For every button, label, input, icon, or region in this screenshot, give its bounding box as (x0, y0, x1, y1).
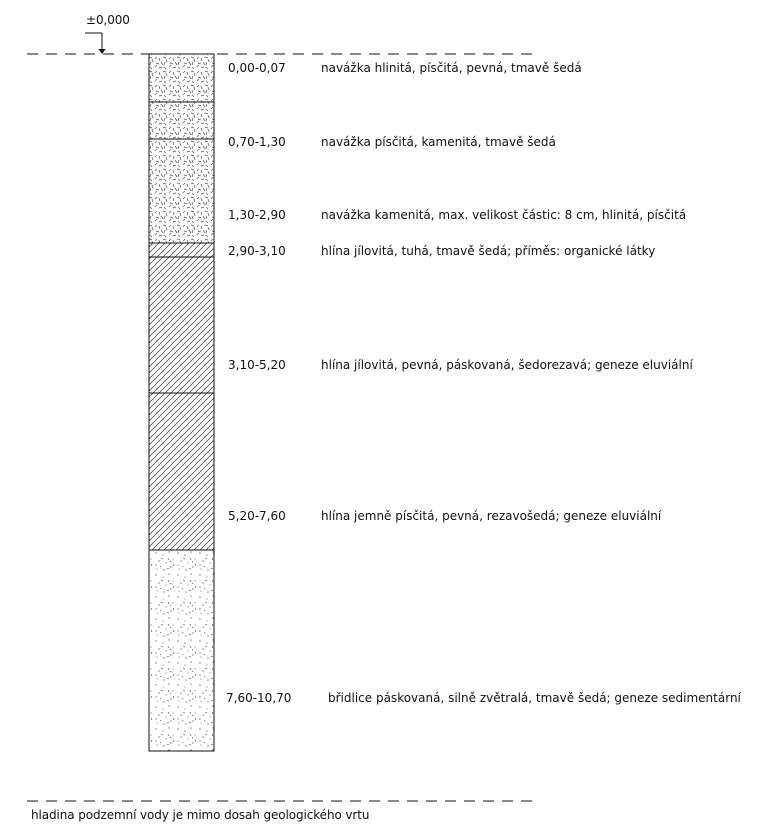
layer-0-fill (149, 54, 214, 102)
layer-5-depth: 5,20-7,60 (228, 509, 286, 523)
column-outline (148, 53, 215, 752)
reference-level-label: ±0,000 (86, 13, 130, 27)
layer-2-fill (149, 139, 214, 243)
layer-6-description: břidlice páskovaná, silně zvětralá, tmav… (328, 691, 741, 705)
layer-3-fill (149, 243, 214, 257)
layer-4-description: hlína jílovitá, pevná, páskovaná, šedore… (321, 358, 693, 372)
layer-5-fill (149, 393, 214, 550)
layer-4-fill (149, 257, 214, 393)
groundwater-note: hladina podzemní vody je mimo dosah geol… (31, 808, 370, 822)
layer-3-description: hlína jílovitá, tuhá, tmavě šedá; příměs… (321, 244, 656, 258)
layer-5-description: hlína jemně písčitá, pevná, rezavošedá; … (321, 509, 662, 523)
layer-1-description: navážka písčitá, kamenitá, tmavě šedá (321, 135, 556, 149)
layer-0-depth: 0,00-0,07 (228, 61, 286, 75)
layer-0-description: navážka hlinitá, písčitá, pevná, tmavě š… (321, 61, 582, 75)
borehole-column (148, 53, 215, 752)
layer-3-depth: 2,90-3,10 (228, 244, 286, 258)
layer-1-depth: 0,70-1,30 (228, 135, 286, 149)
layer-6-fill (149, 550, 214, 751)
reference-arrow-icon (98, 49, 106, 54)
layer-1-fill (149, 102, 214, 139)
reference-level-marker (85, 32, 106, 54)
layer-6-depth: 7,60-10,70 (226, 691, 292, 705)
layer-4-depth: 3,10-5,20 (228, 358, 286, 372)
layer-2-description: navážka kamenitá, max. velikost částic: … (321, 208, 687, 222)
layer-2-depth: 1,30-2,90 (228, 208, 286, 222)
